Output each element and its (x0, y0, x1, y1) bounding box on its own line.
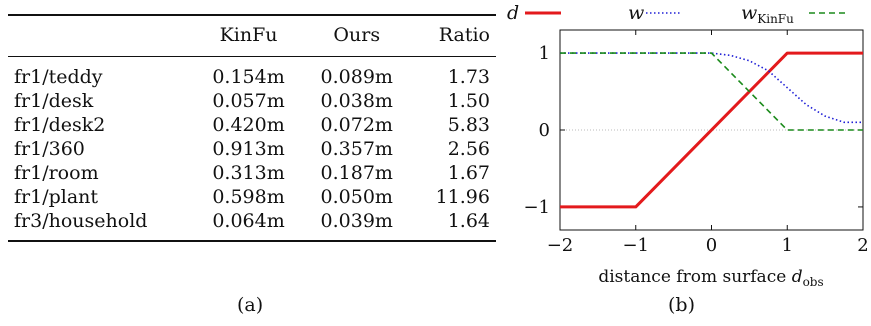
ratio-cell: 2.56 (447, 138, 490, 160)
table-row: fr1/360 0.913m 0.357m 2.56 (8, 137, 496, 161)
results-table: KinFu Ours Ratio fr1/teddy 0.154m 0.089m… (8, 14, 496, 242)
y-tick-label: 0 (539, 120, 550, 141)
table-row: fr1/room 0.313m 0.187m 1.67 (8, 161, 496, 185)
chart-legend: d w wKinFu (507, 2, 845, 26)
x-tick-label: −2 (547, 235, 574, 256)
x-tick-label: 0 (706, 235, 717, 256)
legend-label: w (628, 2, 644, 24)
kinfu-cell: 0.913m (212, 138, 285, 160)
caption-b: (b) (668, 294, 695, 316)
table-row: fr1/teddy 0.154m 0.089m 1.73 (8, 57, 496, 90)
dataset-cell: fr1/desk (14, 90, 94, 112)
dataset-cell: fr1/desk2 (14, 114, 106, 136)
x-tick-label: 2 (857, 235, 868, 256)
x-axis-label: distance from surface dobs (598, 267, 823, 289)
ratio-cell: 1.64 (410, 209, 496, 242)
dataset-cell: fr3/household (8, 209, 195, 242)
ratio-cell: 1.50 (447, 90, 490, 112)
header-ours: Ours (302, 14, 411, 57)
caption-a: (a) (237, 294, 264, 316)
ours-cell: 0.357m (320, 138, 393, 160)
ratio-cell: 11.96 (435, 186, 490, 208)
ratio-cell: 1.67 (447, 162, 490, 184)
series-group (560, 51, 863, 209)
x-tick-label: 1 (782, 235, 793, 256)
dataset-cell: fr1/teddy (14, 66, 103, 88)
x-tick-label: −1 (622, 235, 649, 256)
dataset-cell: fr1/plant (14, 186, 99, 208)
legend-label: d (507, 2, 519, 24)
header-dataset (8, 14, 195, 57)
kinfu-cell: 0.057m (212, 90, 285, 112)
table-body: fr1/teddy 0.154m 0.089m 1.73 fr1/desk 0.… (8, 57, 496, 242)
results-table-panel: KinFu Ours Ratio fr1/teddy 0.154m 0.089m… (8, 14, 496, 316)
kinfu-cell: 0.154m (212, 66, 285, 88)
ours-cell: 0.089m (320, 66, 393, 88)
y-tick-label: −1 (523, 197, 550, 218)
table-row: fr1/plant 0.598m 0.050m 11.96 (8, 185, 496, 209)
ours-cell: 0.072m (320, 114, 393, 136)
kinfu-cell: 0.313m (212, 162, 285, 184)
y-tick-label: 1 (539, 43, 550, 64)
table-row: fr1/desk 0.057m 0.038m 1.50 (8, 89, 496, 113)
dataset-cell: fr1/room (14, 162, 99, 184)
kinfu-cell: 0.064m (194, 209, 303, 242)
ratio-cell: 5.83 (447, 114, 490, 136)
table-header-row: KinFu Ours Ratio (8, 14, 496, 57)
kinfu-cell: 0.598m (212, 186, 285, 208)
kinfu-cell: 0.420m (212, 114, 285, 136)
table-row: fr3/household 0.064m 0.039m 1.64 (8, 209, 496, 242)
ours-cell: 0.187m (320, 162, 393, 184)
chart-panel: d w wKinFu −2 −1 0 1 2 −1 0 1 distance from surfa… (505, 0, 871, 326)
weighting-function-chart: d w wKinFu −2 −1 0 1 2 −1 0 1 distance from surfa… (507, 2, 869, 289)
ours-cell: 0.050m (320, 186, 393, 208)
ours-cell: 0.039m (302, 209, 411, 242)
header-kinfu: KinFu (194, 14, 303, 57)
ratio-cell: 1.73 (447, 66, 490, 88)
series-line-w-kinfu (560, 52, 863, 131)
ours-cell: 0.038m (320, 90, 393, 112)
header-ratio: Ratio (410, 14, 496, 57)
legend-label: wKinFu (741, 2, 794, 26)
series-line-w (560, 52, 863, 124)
table-row: fr1/desk2 0.420m 0.072m 5.83 (8, 113, 496, 137)
dataset-cell: fr1/360 (14, 138, 85, 160)
series-line-d (560, 51, 863, 209)
axis-ticks: −2 −1 0 1 2 −1 0 1 (523, 30, 869, 256)
